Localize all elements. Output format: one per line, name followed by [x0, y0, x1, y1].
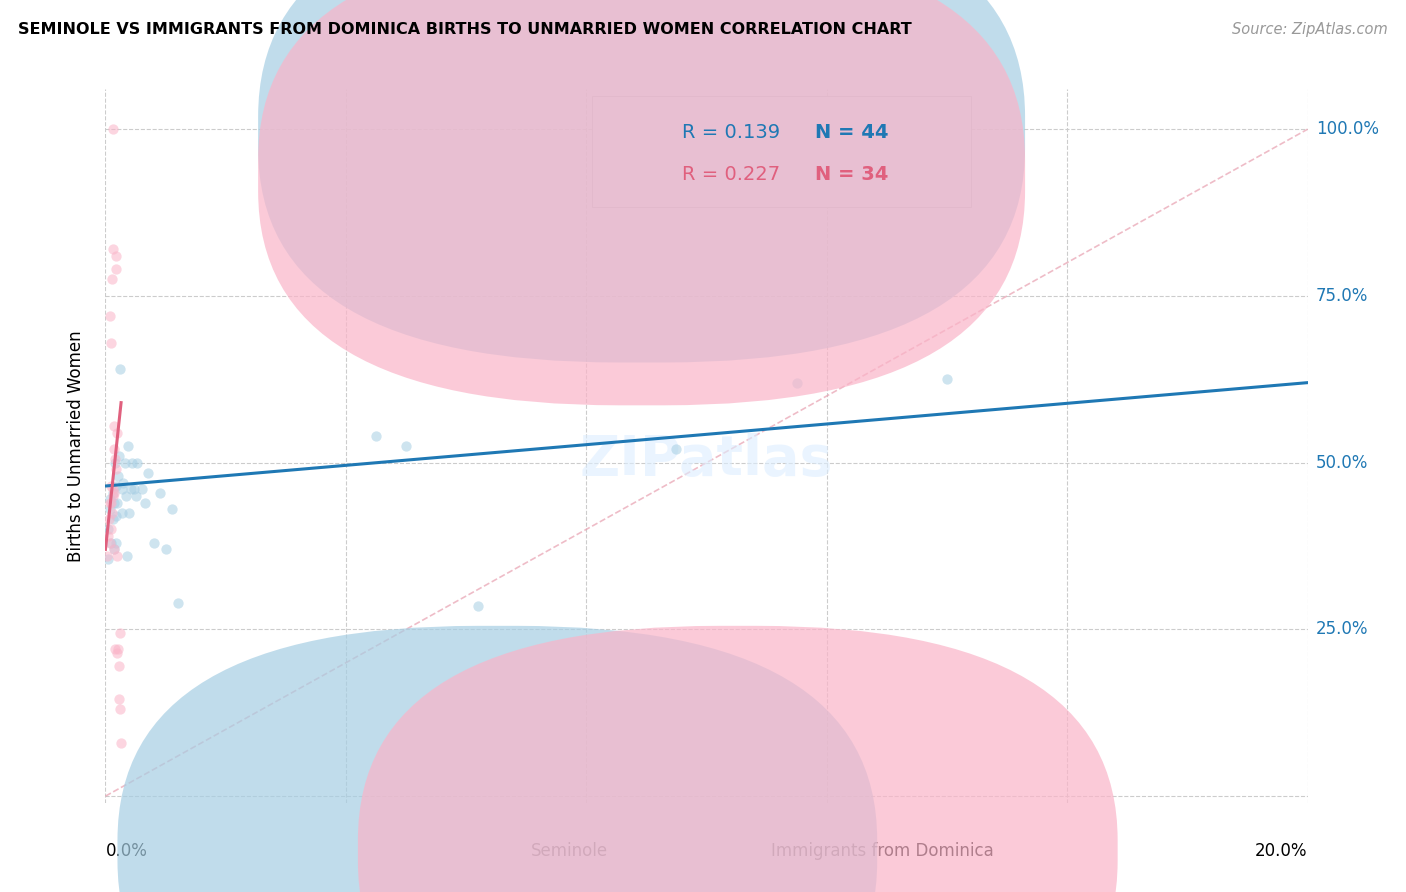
Point	[103, 496, 125, 510]
Point	[98, 496, 121, 510]
Point	[98, 535, 121, 549]
Point	[101, 512, 124, 526]
Point	[103, 442, 125, 457]
Text: ZIPatlas: ZIPatlas	[579, 434, 834, 487]
Point	[96, 549, 118, 563]
Point	[105, 549, 128, 563]
Point	[110, 625, 132, 640]
Point	[108, 702, 131, 716]
Point	[100, 479, 122, 493]
Point	[103, 542, 125, 557]
Point	[103, 122, 125, 136]
Point	[100, 535, 122, 549]
Point	[105, 249, 128, 263]
Point	[103, 485, 125, 500]
Point	[104, 456, 127, 470]
Point	[101, 242, 124, 256]
Point	[98, 492, 121, 507]
Text: 100.0%: 100.0%	[1316, 120, 1379, 138]
Point	[114, 456, 136, 470]
Point	[97, 529, 120, 543]
Point	[98, 309, 121, 323]
Point	[786, 376, 808, 390]
Point	[101, 489, 124, 503]
Point	[97, 552, 120, 566]
Point	[107, 642, 129, 657]
Point	[111, 506, 134, 520]
Point	[155, 542, 177, 557]
Point	[142, 535, 165, 549]
Point	[103, 483, 125, 497]
Point	[467, 599, 489, 613]
Point	[104, 262, 127, 277]
Point	[108, 659, 131, 673]
Point	[97, 522, 120, 536]
Point	[112, 475, 135, 490]
Point	[148, 485, 170, 500]
Point	[101, 272, 124, 286]
Point	[107, 469, 129, 483]
Point	[107, 496, 129, 510]
FancyBboxPatch shape	[359, 626, 1118, 892]
Text: Source: ZipAtlas.com: Source: ZipAtlas.com	[1232, 22, 1388, 37]
Point	[103, 419, 125, 434]
Y-axis label: Births to Unmarried Women: Births to Unmarried Women	[66, 330, 84, 562]
Point	[395, 439, 418, 453]
Point	[118, 506, 141, 520]
Point	[166, 596, 188, 610]
Text: 25.0%: 25.0%	[1316, 621, 1368, 639]
Point	[100, 522, 122, 536]
Text: 75.0%: 75.0%	[1316, 287, 1368, 305]
Point	[104, 452, 127, 467]
FancyBboxPatch shape	[259, 0, 1025, 362]
Point	[110, 362, 132, 376]
Point	[104, 642, 127, 657]
Text: N = 44: N = 44	[814, 122, 889, 142]
Text: Immigrants from Dominica: Immigrants from Dominica	[772, 842, 994, 860]
Point	[105, 479, 128, 493]
Point	[103, 542, 125, 557]
Text: 20.0%: 20.0%	[1256, 842, 1308, 860]
Point	[136, 466, 159, 480]
Point	[98, 512, 121, 526]
Point	[107, 425, 129, 440]
Text: R = 0.139: R = 0.139	[682, 122, 780, 142]
Point	[107, 646, 129, 660]
Point	[104, 462, 127, 476]
Point	[115, 489, 138, 503]
FancyBboxPatch shape	[592, 96, 972, 207]
Point	[665, 442, 688, 457]
Point	[105, 535, 128, 549]
Point	[103, 485, 125, 500]
Point	[134, 496, 156, 510]
Point	[131, 483, 153, 497]
FancyBboxPatch shape	[118, 626, 877, 892]
Text: Seminole: Seminole	[531, 842, 609, 860]
Point	[124, 483, 146, 497]
Point	[107, 692, 129, 706]
Text: N = 34: N = 34	[814, 165, 889, 185]
Point	[100, 496, 122, 510]
Text: SEMINOLE VS IMMIGRANTS FROM DOMINICA BIRTHS TO UNMARRIED WOMEN CORRELATION CHART: SEMINOLE VS IMMIGRANTS FROM DOMINICA BIR…	[18, 22, 912, 37]
Point	[101, 506, 124, 520]
Point	[124, 489, 146, 503]
Point	[104, 509, 127, 524]
Point	[100, 335, 122, 350]
FancyBboxPatch shape	[259, 0, 1025, 405]
Point	[121, 456, 143, 470]
Point	[160, 502, 183, 516]
Point	[936, 372, 959, 386]
Point	[115, 549, 138, 563]
Point	[110, 736, 132, 750]
Point	[111, 483, 134, 497]
Point	[98, 502, 121, 516]
Point	[117, 439, 139, 453]
Text: 50.0%: 50.0%	[1316, 454, 1368, 472]
Point	[125, 456, 148, 470]
Point	[107, 449, 129, 463]
Point	[120, 483, 142, 497]
Point	[364, 429, 387, 443]
Text: 0.0%: 0.0%	[105, 842, 148, 860]
Text: R = 0.227: R = 0.227	[682, 165, 780, 185]
